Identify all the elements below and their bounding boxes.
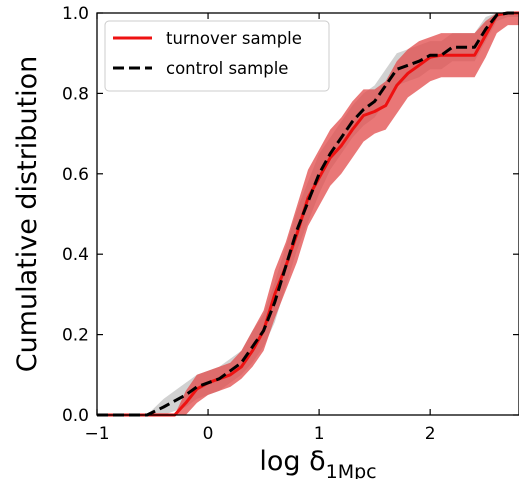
band-turnover-sample xyxy=(97,13,519,415)
legend-label: turnover sample xyxy=(166,29,302,48)
x-tick-label: 1 xyxy=(314,424,325,444)
x-axis-label-subscript: 1Mpc xyxy=(326,461,377,479)
legend-box xyxy=(104,20,330,92)
legend-label: control sample xyxy=(166,59,288,78)
x-tick-label: 2 xyxy=(425,424,436,444)
legend: turnover sample control sample xyxy=(104,20,330,92)
line-control-sample xyxy=(97,11,519,417)
y-tick-label: 0.8 xyxy=(62,84,89,104)
y-tick-label: 1.0 xyxy=(62,4,89,24)
y-tick-label: 0.4 xyxy=(62,245,89,265)
series-lines xyxy=(97,11,519,417)
y-tick-label: 0.0 xyxy=(62,406,89,426)
axis-ticks: 0.0 0.2 0.4 0.6 0.8 1.0 −1 0 1 2 xyxy=(62,4,519,444)
x-tick-label: 0 xyxy=(203,424,214,444)
confidence-bands xyxy=(97,13,519,415)
y-tick-label: 0.2 xyxy=(62,326,89,346)
x-axis-label-main: log δ xyxy=(259,446,325,477)
x-axis-label: log δ1Mpc xyxy=(259,446,376,479)
y-axis-label: Cumulative distribution xyxy=(12,56,43,373)
x-tick-label: −1 xyxy=(84,424,109,444)
y-tick-label: 0.6 xyxy=(62,165,89,185)
plot-frame xyxy=(96,12,519,416)
